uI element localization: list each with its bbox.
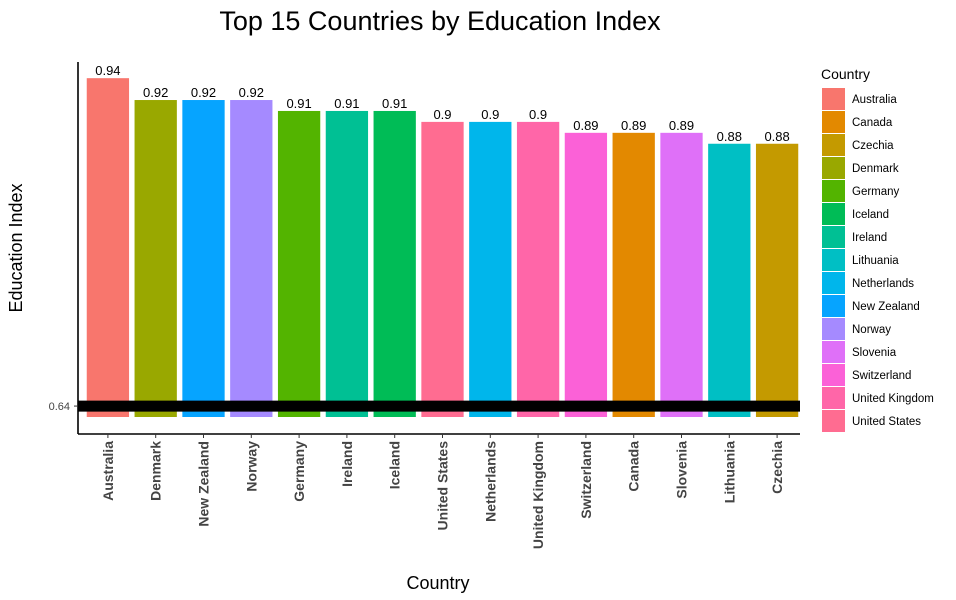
legend-key-germany: [822, 180, 845, 202]
data-label: 0.91: [334, 96, 359, 111]
legend-label: Canada: [852, 117, 893, 129]
legend-label: Ireland: [852, 232, 887, 244]
bar-ireland: [325, 110, 369, 418]
bar-new-zealand: [182, 100, 225, 417]
x-tick-label: Slovenia: [674, 441, 690, 499]
x-tick-label: Lithuania: [721, 441, 737, 503]
data-label: 0.89: [669, 118, 694, 133]
legend-label: United States: [852, 416, 921, 428]
legend-key-canada: [822, 111, 845, 133]
bars-group: [86, 78, 799, 418]
legend-key-new-zealand: [822, 295, 845, 317]
legend-label: Switzerland: [852, 370, 911, 382]
legend-key-australia: [822, 88, 845, 110]
legend-label: Slovenia: [852, 347, 897, 359]
bar-united-states: [421, 121, 464, 417]
x-tick-label: Czechia: [769, 441, 785, 494]
x-tick-label: Iceland: [387, 441, 403, 489]
legend-label: Denmark: [852, 163, 899, 175]
x-tick-label: Netherlands: [482, 441, 498, 522]
legend-key-lithuania: [822, 249, 845, 271]
y-tick-label: 0.64: [49, 401, 70, 413]
legend-label: Iceland: [852, 209, 889, 221]
legend-title: Country: [821, 66, 870, 82]
data-label: 0.9: [481, 107, 499, 122]
legend-label: United Kingdom: [852, 393, 934, 405]
legend-label: Australia: [852, 94, 897, 106]
x-tick-label: Canada: [626, 441, 642, 492]
x-tick-label: Ireland: [339, 441, 355, 487]
bar-netherlands: [469, 121, 512, 417]
data-label: 0.92: [239, 85, 264, 100]
bar-iceland: [373, 110, 416, 418]
data-label: 0.92: [143, 85, 168, 100]
data-label: 0.9: [433, 107, 451, 122]
legend-key-slovenia: [822, 341, 845, 363]
x-tick-label: United Kingdom: [530, 441, 546, 549]
legend-key-switzerland: [822, 364, 845, 386]
legend-key-norway: [822, 318, 845, 340]
bar-czechia: [755, 143, 799, 417]
bar-united-kingdom: [516, 121, 560, 417]
x-tick-label: Germany: [291, 441, 307, 502]
legend-label: Norway: [852, 324, 891, 336]
y-axis-title: Education Index: [6, 183, 26, 312]
legend-key-netherlands: [822, 272, 845, 294]
y-tick-labels-group: 0.64: [49, 401, 78, 413]
x-tick-label: New Zealand: [196, 441, 212, 527]
legend-label: Czechia: [852, 140, 894, 152]
chart-title: Top 15 Countries by Education Index: [219, 6, 661, 36]
bar-norway: [230, 100, 273, 417]
x-axis-title: Country: [406, 573, 469, 593]
data-label: 0.88: [764, 129, 789, 144]
bar-germany: [277, 110, 321, 418]
x-tick-label: United States: [435, 441, 451, 531]
x-tick-labels-group: Australia Denmark New Zealand Norway Germany…: [100, 441, 785, 549]
legend-key-iceland: [822, 203, 845, 225]
legend-key-united-states: [822, 410, 845, 432]
data-label: 0.92: [191, 85, 216, 100]
legend-key-united-kingdom: [822, 387, 845, 409]
data-label: 0.89: [621, 118, 646, 133]
bar-australia: [86, 78, 130, 418]
x-tick-label: Norway: [243, 441, 259, 492]
data-label: 0.9: [529, 107, 547, 122]
data-label: 0.88: [717, 129, 742, 144]
axes-group: [77, 62, 800, 438]
data-label: 0.91: [382, 96, 407, 111]
bar-slovenia: [660, 132, 703, 417]
bar-switzerland: [564, 132, 608, 417]
x-tick-label: Australia: [100, 441, 116, 501]
legend-label: Germany: [852, 186, 900, 198]
legend-key-ireland: [822, 226, 845, 248]
data-label: 0.89: [573, 118, 598, 133]
legend-key-denmark: [822, 157, 845, 179]
legend: Country Australia Canada Czechia Denmark Ger…: [821, 66, 934, 432]
data-label: 0.91: [286, 96, 311, 111]
legend-label: Lithuania: [852, 255, 899, 267]
x-tick-label: Switzerland: [578, 441, 594, 519]
x-tick-label: Denmark: [148, 441, 164, 501]
bar-lithuania: [708, 143, 751, 417]
data-labels-group: 0.94 0.92 0.92 0.92 0.91 0.91 0.91 0.9 0.9 0.9 0.8…: [95, 63, 790, 144]
legend-label: Netherlands: [852, 278, 914, 290]
data-label: 0.94: [95, 63, 120, 78]
bar-canada: [612, 132, 655, 417]
bar-denmark: [134, 100, 177, 417]
legend-key-czechia: [822, 134, 845, 156]
legend-label: New Zealand: [852, 301, 920, 313]
